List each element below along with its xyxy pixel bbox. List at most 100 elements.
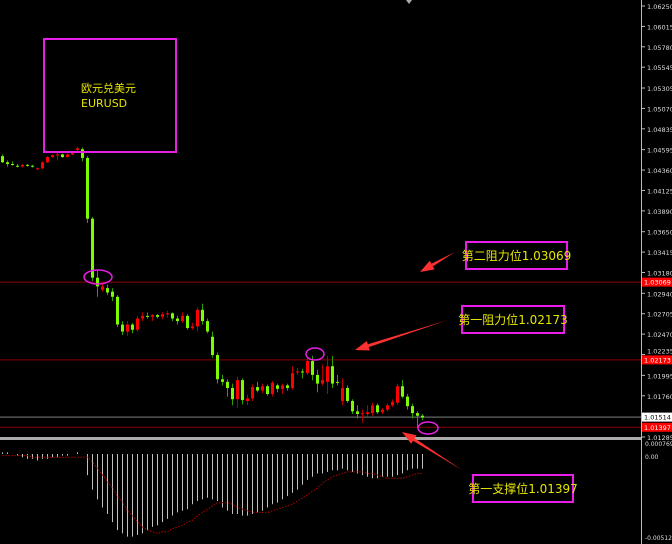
- arrow-icon: [355, 320, 448, 351]
- resistance-1-label: 第一阻力位1.02173: [458, 305, 568, 334]
- candle-body: [91, 218, 94, 278]
- candle-body: [126, 324, 129, 332]
- candle-body: [276, 385, 279, 389]
- candle-body: [286, 385, 289, 388]
- arrow-icon: [402, 432, 462, 470]
- candle-body: [346, 387, 349, 401]
- candle-body: [71, 151, 74, 155]
- candle-body: [146, 315, 149, 317]
- y-tick-label: 1.03650: [647, 229, 672, 237]
- candle: [371, 402, 374, 416]
- candle: [176, 315, 179, 325]
- candle: [276, 383, 279, 393]
- candle-body: [281, 385, 284, 389]
- candle: [66, 153, 69, 158]
- candle: [141, 312, 144, 322]
- candle: [266, 384, 269, 396]
- candle-body: [336, 381, 339, 383]
- candle: [241, 378, 244, 405]
- candle-body: [271, 382, 274, 395]
- candle-body: [161, 314, 164, 317]
- candle: [156, 314, 159, 319]
- candle-body: [411, 406, 414, 414]
- candle-body: [181, 315, 184, 322]
- candle: [306, 357, 309, 375]
- candle-body: [116, 296, 119, 325]
- candle-body: [151, 315, 154, 317]
- candle-body: [391, 401, 394, 406]
- candle-body: [356, 411, 359, 414]
- candle: [411, 403, 414, 419]
- candle: [421, 413, 424, 421]
- candle: [361, 409, 364, 423]
- candle: [11, 161, 14, 166]
- chart-shift-marker-icon: [406, 0, 412, 4]
- candle-body: [1, 156, 4, 163]
- candle-body: [351, 400, 354, 412]
- candle-body: [291, 373, 294, 388]
- y-tick-label: 1.02705: [647, 311, 672, 319]
- candle-body: [301, 371, 304, 373]
- candle: [121, 321, 124, 335]
- candle: [261, 383, 264, 394]
- candle: [281, 383, 284, 395]
- candle: [41, 161, 44, 170]
- candle-body: [241, 380, 244, 401]
- candle: [61, 153, 64, 158]
- candle: [401, 380, 404, 399]
- candle-body: [361, 413, 364, 415]
- candle: [106, 284, 109, 296]
- candle-body: [171, 313, 174, 319]
- candle-body: [331, 366, 334, 384]
- candle-body: [261, 386, 264, 391]
- highlight-ellipse: [305, 347, 325, 361]
- symbol-code: EURUSD: [81, 97, 128, 110]
- candle-body: [201, 309, 204, 322]
- symbol-note-box: 欧元兑美元 EURUSD: [43, 38, 177, 153]
- arrow-shaft: [367, 320, 448, 348]
- candle: [346, 385, 349, 403]
- y-tick-label: 1.03415: [647, 249, 672, 257]
- y-tick-label: 1.03890: [647, 208, 672, 216]
- candle-body: [186, 315, 189, 329]
- candle-body: [41, 162, 44, 169]
- price-label: 1.02173: [644, 356, 671, 364]
- candle: [246, 394, 249, 406]
- candle-body: [236, 380, 239, 400]
- candle-body: [136, 318, 139, 330]
- candle: [51, 154, 54, 158]
- candle: [6, 160, 9, 167]
- resistance-2-label: 第二阻力位1.03069: [462, 241, 571, 270]
- price-label-bg: [642, 412, 672, 422]
- candle-body: [246, 398, 249, 401]
- indicator-tick-label: 0.000769: [645, 441, 672, 448]
- price-label-bg: [642, 355, 672, 365]
- candle: [321, 364, 324, 386]
- y-tick-label: 1.03180: [647, 269, 672, 277]
- candle: [236, 376, 239, 408]
- indicator-tick-label: -0.005124: [645, 535, 672, 542]
- candle-body: [366, 412, 369, 414]
- candle: [296, 367, 299, 375]
- candle-body: [266, 386, 269, 395]
- highlight-ellipse: [417, 421, 439, 435]
- candle: [231, 383, 234, 406]
- candle-body: [191, 326, 194, 329]
- candle: [36, 167, 39, 171]
- candle-body: [81, 149, 84, 158]
- candle: [391, 399, 394, 408]
- candle-body: [416, 413, 419, 416]
- candle-body: [371, 405, 374, 414]
- arrow-shaft: [413, 438, 462, 470]
- support-1-label: 第一支撑位1.01397: [468, 474, 578, 503]
- candle: [211, 331, 214, 358]
- candle-body: [111, 291, 114, 297]
- candle: [336, 374, 339, 386]
- candle: [396, 383, 399, 405]
- candle-body: [6, 162, 9, 164]
- candle: [201, 303, 204, 325]
- candle-body: [66, 154, 69, 158]
- candle: [341, 378, 344, 406]
- candle: [21, 163, 24, 168]
